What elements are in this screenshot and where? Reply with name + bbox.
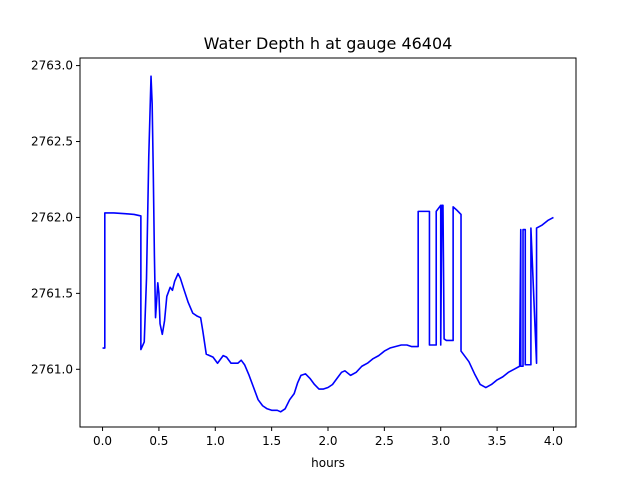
y-tick-label: 2762.5 xyxy=(31,135,73,149)
plot-area xyxy=(80,58,576,427)
y-tick-label: 2762.0 xyxy=(31,210,73,224)
x-tick-label: 1.5 xyxy=(262,434,281,448)
x-tick-label: 1.0 xyxy=(206,434,225,448)
x-tick-label: 2.5 xyxy=(375,434,394,448)
x-tick-label: 0.0 xyxy=(93,434,112,448)
x-tick-label: 3.0 xyxy=(431,434,450,448)
series-line-0 xyxy=(102,75,554,413)
chart-title: Water Depth h at gauge 46404 xyxy=(204,34,453,53)
x-axis: 0.0 0.5 1.0 1.5 2.0 2.5 3.0 3.5 4.0 xyxy=(93,427,563,448)
y-tick-label: 2761.5 xyxy=(31,286,73,300)
x-axis-label: hours xyxy=(311,456,345,470)
y-tick-label: 2763.0 xyxy=(31,59,73,73)
y-tick-label: 2761.0 xyxy=(31,362,73,376)
x-tick-label: 4.0 xyxy=(544,434,563,448)
series-layer xyxy=(102,75,554,413)
y-axis: 2761.0 2761.5 2762.0 2762.5 2763.0 xyxy=(31,59,80,376)
x-tick-label: 3.5 xyxy=(488,434,507,448)
x-tick-label: 2.0 xyxy=(318,434,337,448)
x-tick-label: 0.5 xyxy=(149,434,168,448)
